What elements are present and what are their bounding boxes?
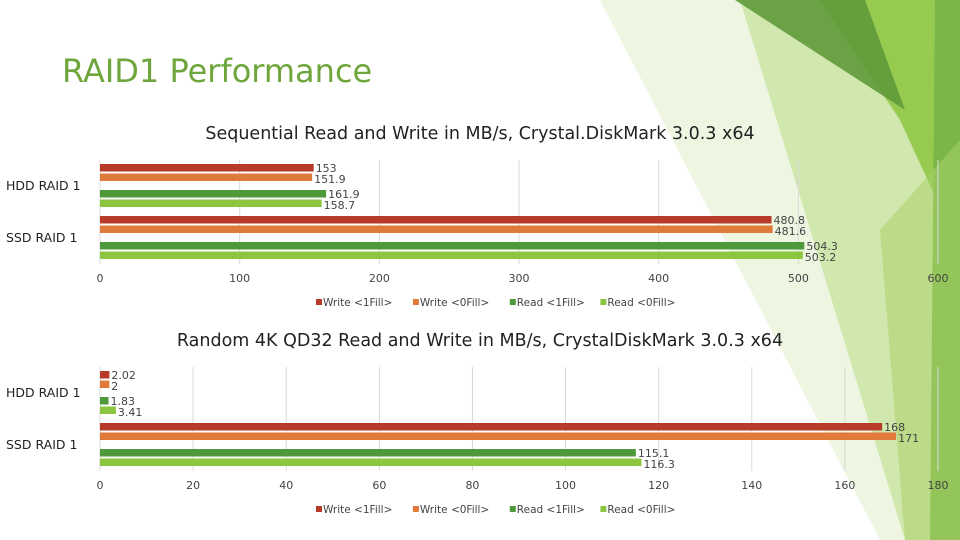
chart1-data-label: 115.1 (638, 447, 670, 460)
chart1-bar-4 (100, 458, 642, 466)
chart-2-title: Random 4K QD32 Read and Write in MB/s, C… (176, 331, 784, 351)
chart1-bar-4 (100, 406, 116, 414)
chart1-data-label: 116.3 (643, 458, 675, 471)
chart1-category-label: HDD RAID 1 (6, 385, 81, 400)
chart0-bar-2 (100, 225, 773, 233)
chart0-data-label: 480.8 (774, 214, 806, 227)
decor-facet-lower (880, 140, 960, 540)
chart1-bar-1 (100, 371, 110, 379)
chart1-legend-swatch (600, 506, 607, 512)
chart0-x-tick-label: 500 (788, 272, 809, 285)
chart0-legend-swatch (509, 299, 516, 305)
chart1-bar-2 (100, 380, 110, 388)
chart-1-title: Sequential Read and Write in MB/s, Cryst… (205, 124, 755, 144)
chart0-bar-2 (100, 173, 313, 181)
chart0-data-label: 503.2 (805, 251, 837, 264)
chart1-data-label: 3.41 (118, 406, 143, 419)
chart0-x-tick-label: 300 (509, 272, 530, 285)
chart0-bar-1 (100, 164, 314, 172)
chart0-bar-4 (100, 199, 322, 207)
chart0-data-label: 153 (316, 162, 337, 175)
chart0-x-tick-label: 100 (229, 272, 250, 285)
chart1-legend-label: Read <0Fill> (607, 504, 675, 516)
chart1-bar-2 (100, 432, 897, 440)
chart0-x-tick-label: 0 (97, 272, 104, 285)
chart0-legend-label: Read <1Fill> (517, 297, 585, 309)
chart1-data-label: 2 (111, 380, 118, 393)
chart1-x-tick-label: 120 (648, 479, 669, 492)
chart0-x-tick-label: 600 (928, 272, 949, 285)
chart0-data-label: 161.9 (328, 188, 360, 201)
decor-facet-mid (820, 0, 960, 250)
chart0-data-label: 151.9 (314, 173, 346, 186)
chart1-x-tick-label: 180 (928, 479, 949, 492)
chart1-legend-swatch (412, 506, 419, 512)
chart0-bar-3 (100, 190, 327, 198)
chart1-legend-label: Write <1Fill> (323, 504, 392, 516)
chart0-x-tick-label: 200 (369, 272, 390, 285)
chart0-x-tick-label: 400 (648, 272, 669, 285)
chart1-data-label: 168 (884, 421, 905, 434)
chart1-x-tick-label: 100 (555, 479, 576, 492)
chart1-data-label: 171 (898, 432, 919, 445)
chart0-legend-swatch (412, 299, 419, 305)
chart1-legend-label: Read <1Fill> (517, 504, 585, 516)
chart1-x-tick-label: 20 (186, 479, 200, 492)
chart1-legend-swatch (509, 506, 516, 512)
chart1-legend-swatch (316, 506, 322, 512)
chart0-legend-swatch (316, 299, 322, 305)
chart0-legend-label: Read <0Fill> (607, 297, 675, 309)
chart1-legend-label: Write <0Fill> (420, 504, 489, 516)
chart1-data-label: 1.83 (111, 395, 136, 408)
chart0-bar-4 (100, 251, 803, 259)
chart0-bar-3 (100, 242, 805, 250)
chart0-legend-label: Write <0Fill> (420, 297, 489, 309)
chart1-category-label: SSD RAID 1 (6, 437, 77, 452)
decor-facet-dark (735, 0, 905, 110)
chart0-data-label: 481.6 (775, 225, 807, 238)
chart1-bar-3 (100, 449, 636, 457)
chart1-data-label: 2.02 (111, 369, 136, 382)
chart1-x-tick-label: 0 (97, 479, 104, 492)
chart1-x-tick-label: 40 (279, 479, 293, 492)
chart1-bar-3 (100, 397, 109, 405)
chart1-x-tick-label: 140 (741, 479, 762, 492)
random-4k-bar-chart: 0 20 40 60 80 100 120 140 160 180 HDD RAID 1 2.022 1… (6, 367, 949, 516)
chart1-x-tick-label: 60 (372, 479, 386, 492)
chart0-data-label: 504.3 (806, 240, 838, 253)
chart1-x-tick-label: 80 (465, 479, 479, 492)
chart0-legend-swatch (600, 299, 607, 305)
chart1-bar-1 (100, 423, 883, 431)
chart0-data-label: 158.7 (324, 199, 356, 212)
chart0-legend-label: Write <1Fill> (323, 297, 392, 309)
chart0-bar-1 (100, 216, 772, 224)
chart1-x-tick-label: 160 (834, 479, 855, 492)
slide-title: RAID1 Performance (62, 52, 373, 90)
chart0-category-label: HDD RAID 1 (6, 178, 81, 193)
chart0-category-label: SSD RAID 1 (6, 230, 77, 245)
